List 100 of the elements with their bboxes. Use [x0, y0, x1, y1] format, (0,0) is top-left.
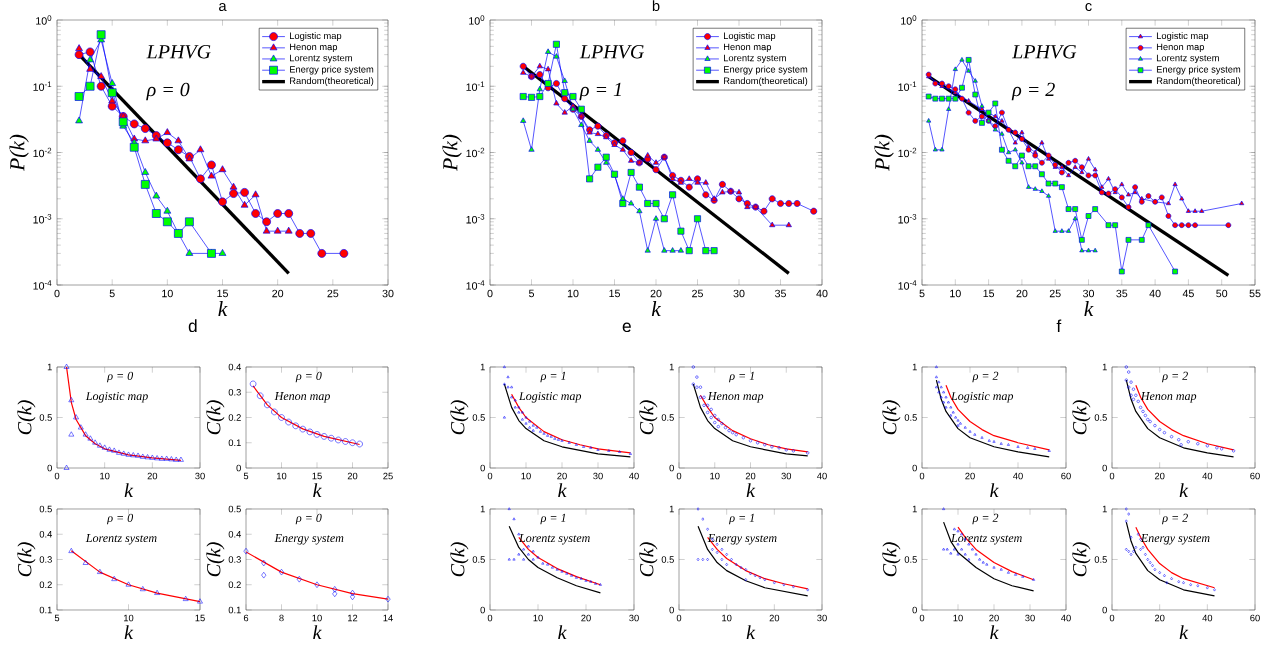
legend-label: Lorentz system: [1156, 54, 1219, 64]
legend-label: Lorentz system: [290, 54, 352, 64]
legend-label: Logistic map: [290, 32, 342, 41]
x-tick-label: 20: [1154, 614, 1165, 622]
x-tick-label: 10: [521, 472, 531, 480]
annotation: ρ = 2: [972, 371, 999, 383]
y-axis-title: C(k): [17, 542, 36, 577]
legend-label: Henon map: [1156, 43, 1205, 53]
y-tick-label: 1: [912, 363, 917, 371]
x-tick-label: 15: [983, 289, 995, 298]
y-tick-label: 10$^{-1}$: [466, 81, 485, 91]
annotation: ρ = 2: [1011, 82, 1055, 101]
annotation: Henon map: [707, 392, 764, 403]
y-axis-title: C(k): [450, 542, 469, 577]
y-tick-label: 10$^{0}$: [901, 15, 917, 25]
y-tick-label: 0.5: [1094, 414, 1107, 421]
y-tick-label: 0: [912, 606, 917, 614]
x-tick-label: 30: [629, 614, 639, 622]
annotation: Henon map: [1140, 392, 1197, 403]
annotation: Henon map: [274, 392, 330, 403]
x-tick-label: 60: [1061, 472, 1071, 480]
x-tick-label: 0: [487, 614, 493, 622]
x-tick-label: 20: [1016, 289, 1028, 298]
y-tick-label: 0.4: [228, 363, 242, 371]
x-tick-label: 0: [1109, 472, 1115, 480]
x-tick-label: 5: [54, 614, 60, 622]
annotation: ρ = 0: [146, 82, 190, 101]
annotation: Energy system: [274, 534, 344, 545]
y-tick-label: 0.5: [39, 505, 52, 513]
x-axis-title: k: [746, 483, 756, 498]
x-axis-title: k: [313, 483, 322, 498]
chart-title: f: [1056, 319, 1062, 333]
annotation: Logistic map: [950, 392, 1014, 403]
chart-title: e: [622, 322, 631, 333]
x-tick-label: 10: [277, 472, 287, 480]
y-tick-label: 0.4: [228, 530, 242, 538]
x-tick-label: 60: [1250, 614, 1260, 622]
y-tick-label: 0: [1102, 606, 1107, 614]
y-tick-label: 10$^{-4}$: [898, 280, 917, 290]
x-tick-label: 40: [817, 472, 827, 480]
legend-label: Logistic map: [1156, 32, 1209, 41]
y-axis-title: C(k): [882, 542, 901, 577]
y-tick-label: 0.5: [904, 414, 917, 421]
legend-label: Random(theoretical): [290, 77, 374, 86]
annotation: ρ = 1: [729, 371, 754, 383]
y-tick-label: 0.4: [39, 530, 53, 538]
annotation: ρ = 2: [1162, 371, 1188, 383]
x-tick-label: 15: [312, 472, 322, 480]
x-tick-label: 40: [816, 289, 828, 298]
x-tick-label: 30: [733, 289, 745, 298]
x-tick-label: 25: [383, 472, 393, 480]
x-tick-label: 10: [567, 289, 579, 298]
y-tick-label: 0: [480, 464, 485, 472]
x-axis-title: k: [558, 483, 567, 498]
x-tick-label: 0: [487, 289, 493, 298]
chart-title: b: [652, 0, 660, 12]
x-tick-label: 25: [1049, 289, 1061, 298]
y-tick-label: 0.5: [661, 414, 674, 421]
x-tick-label: 20: [347, 472, 358, 480]
y-axis-title: C(k): [639, 400, 658, 435]
y-tick-label: 0.3: [228, 556, 241, 563]
x-axis-title: k: [990, 483, 999, 498]
x-tick-label: 10: [950, 289, 961, 298]
y-tick-label: 0: [669, 464, 674, 472]
x-tick-label: 35: [1116, 289, 1128, 298]
y-tick-label: 0.5: [904, 556, 917, 563]
x-tick-label: 20: [147, 472, 158, 480]
y-tick-label: 0.5: [228, 505, 241, 513]
annotation: ρ = 1: [540, 371, 566, 383]
legend-label: Lorentz system: [724, 54, 786, 64]
y-axis-title: C(k): [639, 542, 658, 577]
x-tick-label: 12: [348, 614, 358, 622]
annotation: ρ = 2: [1162, 513, 1188, 525]
x-tick-label: 20: [989, 614, 999, 622]
y-axis-title: C(k): [206, 542, 225, 577]
y-tick-label: 10$^{0}$: [36, 15, 52, 25]
y-tick-label: 10$^{-4}$: [466, 280, 485, 290]
annotation: ρ = 0: [107, 371, 134, 383]
x-tick-label: 0: [1109, 614, 1115, 622]
x-tick-label: 0: [54, 472, 60, 480]
y-tick-label: 0.3: [39, 556, 52, 563]
x-tick-label: 0: [676, 614, 682, 622]
y-tick-label: 10$^{-3}$: [898, 214, 917, 224]
y-tick-label: 1: [669, 363, 674, 371]
y-tick-label: 10$^{-2}$: [33, 147, 52, 158]
x-tick-label: 30: [1025, 614, 1035, 622]
x-tick-label: 10: [124, 614, 134, 622]
x-tick-label: 0: [919, 472, 925, 480]
y-tick-label: 1: [912, 505, 917, 513]
x-tick-label: 10: [710, 472, 720, 480]
y-tick-label: 0.5: [661, 556, 674, 563]
x-tick-label: 10: [722, 614, 732, 622]
annotation: LPHVG: [146, 45, 211, 59]
x-axis-title: k: [1179, 483, 1189, 498]
x-tick-label: 10: [162, 289, 173, 298]
x-axis-title: k: [558, 625, 567, 640]
y-tick-label: 10$^{-3}$: [466, 214, 485, 224]
x-axis-title: k: [990, 625, 999, 640]
y-tick-label: 0.1: [228, 606, 241, 614]
y-tick-label: 10$^{-3}$: [33, 214, 52, 224]
